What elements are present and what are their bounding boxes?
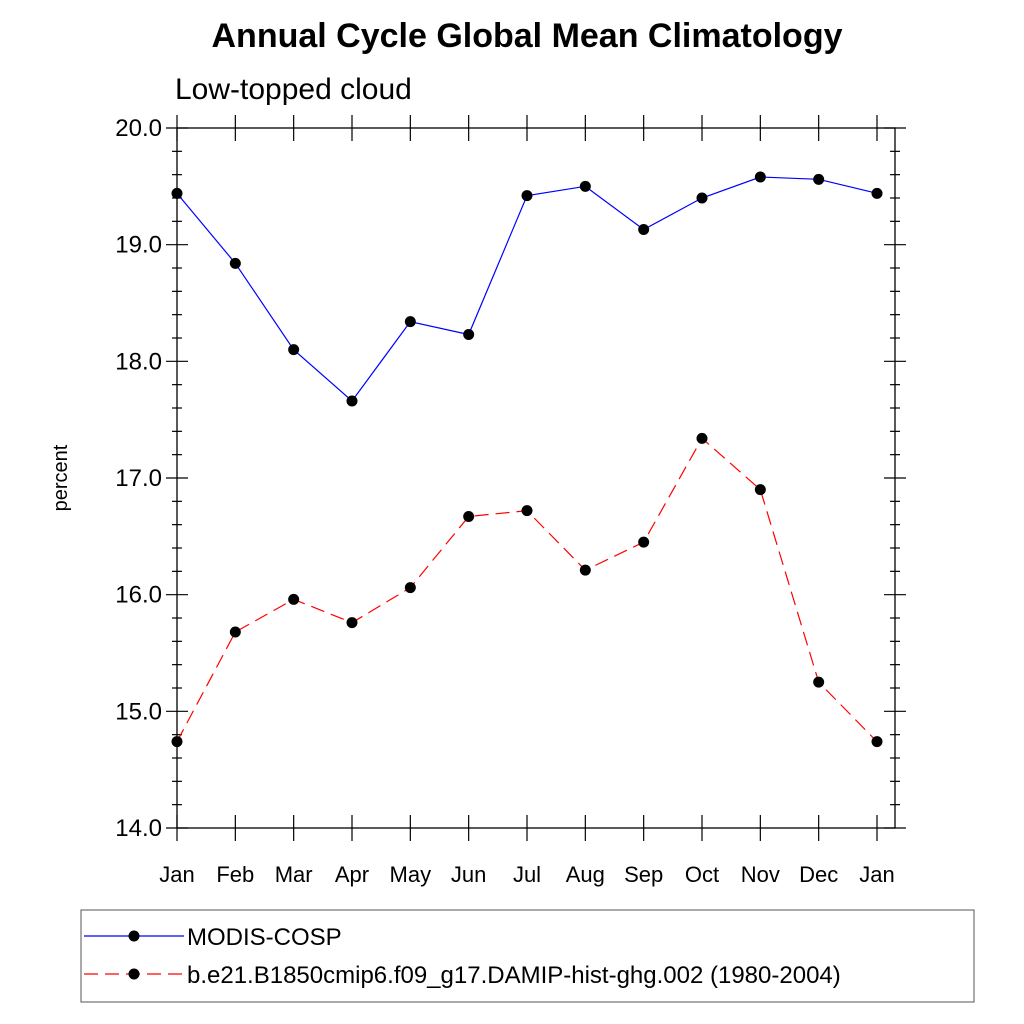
x-tick-label: Oct xyxy=(685,862,719,887)
legend: MODIS-COSP b.e21.B1850cmip6.f09_g17.DAMIP… xyxy=(84,924,841,989)
x-tick-label: Jan xyxy=(859,862,894,887)
plot-frame xyxy=(176,127,896,829)
series-2-point xyxy=(813,676,825,688)
x-tick-label: Jul xyxy=(513,862,541,887)
series-1-point xyxy=(346,395,358,407)
series-1-point xyxy=(813,173,825,185)
x-tick-label: Nov xyxy=(741,862,780,887)
y-tick-label: 20.0 xyxy=(115,115,162,142)
series-2-point xyxy=(346,617,358,629)
chart-title: Annual Cycle Global Mean Climatology xyxy=(212,17,843,55)
series-1-point xyxy=(579,180,591,192)
series-2-point xyxy=(754,484,766,496)
y-tick-label: 14.0 xyxy=(115,815,162,842)
series-2-point xyxy=(579,564,591,576)
x-tick-label: Dec xyxy=(799,862,838,887)
series-2-point xyxy=(404,582,416,594)
x-tick-label: Jan xyxy=(159,862,194,887)
series-1-point xyxy=(463,329,475,340)
legend-label-1: MODIS-COSP xyxy=(187,924,342,951)
legend-marker-1 xyxy=(128,930,140,942)
x-tick-label: Mar xyxy=(275,862,313,887)
legend-box xyxy=(80,909,975,1003)
axis-ticks: 14.0 15.0 16.0 17.0 18.0 19.0 20.0 Jan Feb Mar Apr… xyxy=(115,115,906,887)
x-tick-label: Sep xyxy=(624,862,663,887)
series-1-point xyxy=(404,316,416,328)
x-tick-label: May xyxy=(390,862,432,887)
series-1-point xyxy=(638,224,650,235)
series-2-point xyxy=(463,511,475,522)
series-1-point xyxy=(521,190,533,202)
series-1-point xyxy=(696,192,708,204)
y-tick-label: 19.0 xyxy=(115,232,162,259)
series-2-point xyxy=(638,536,650,548)
series-2-point xyxy=(871,736,883,748)
series-1-line xyxy=(176,176,878,402)
chart-subtitle: Low-topped cloud xyxy=(175,73,412,106)
x-tick-label: Feb xyxy=(216,862,254,887)
series-1-point xyxy=(871,187,883,199)
series-1-point xyxy=(171,187,183,199)
y-axis-label: percent xyxy=(50,444,72,511)
series-1-point xyxy=(229,257,241,269)
y-tick-label: 15.0 xyxy=(115,698,162,725)
series-2-point xyxy=(229,626,241,638)
legend-marker-2 xyxy=(128,968,140,980)
x-tick-label: Aug xyxy=(566,862,605,887)
y-tick-label: 18.0 xyxy=(115,348,162,375)
series-1-point xyxy=(754,171,766,183)
legend-label-2: b.e21.B1850cmip6.f09_g17.DAMIP-hist-ghg.… xyxy=(187,962,841,989)
y-tick-label: 16.0 xyxy=(115,582,162,609)
series-2-point xyxy=(171,736,183,748)
series-2-line xyxy=(176,437,878,743)
series-2-point xyxy=(521,505,533,517)
y-tick-label: 17.0 xyxy=(115,465,162,492)
series-2-point xyxy=(696,432,708,444)
series-layer xyxy=(171,171,883,748)
series-1-point xyxy=(288,344,300,356)
x-tick-label: Jun xyxy=(451,862,486,887)
series-2-point xyxy=(288,593,300,605)
x-tick-label: Apr xyxy=(335,862,369,887)
